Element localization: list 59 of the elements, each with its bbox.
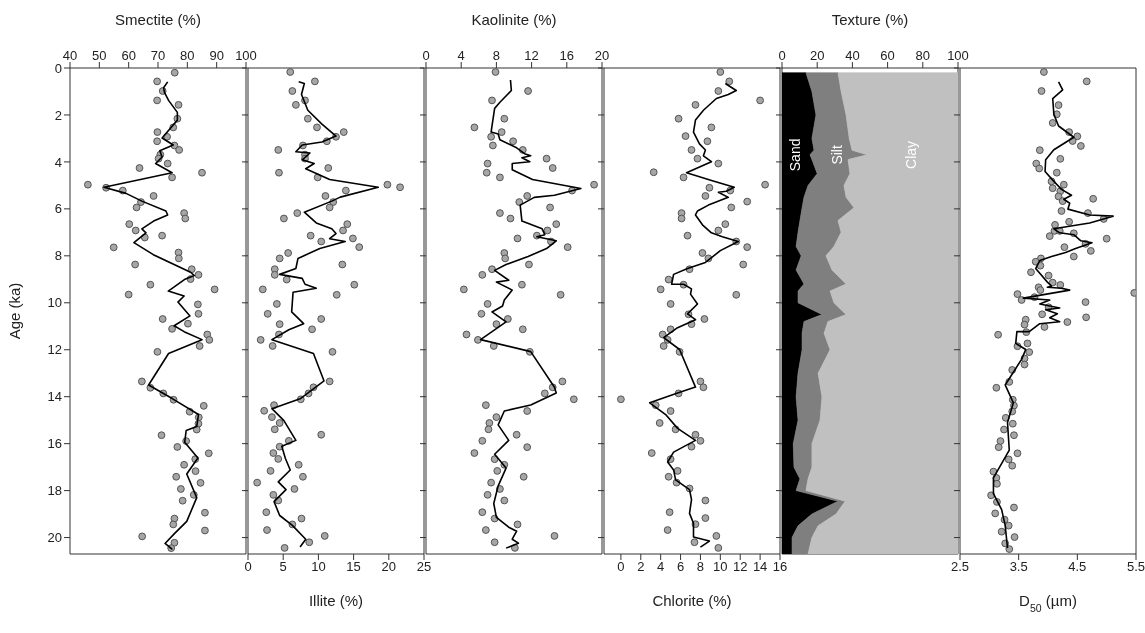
y-tick-label: 12	[47, 342, 62, 358]
series-label: Silt	[829, 145, 846, 165]
x-tick-label: 80	[180, 48, 195, 63]
x-tick-label: 5	[279, 559, 287, 575]
x-axis-title: Illite (%)	[308, 592, 364, 609]
x-tick-label: 50	[92, 48, 107, 63]
y-tick-label: 2	[54, 107, 62, 123]
x-tick-label: 25	[416, 559, 432, 575]
x-tick-label: 20	[809, 48, 825, 63]
x-tick-label: 100	[947, 48, 969, 63]
x-tick-label: 3.5	[1009, 559, 1028, 575]
y-tick-label: 14	[47, 389, 62, 405]
x-tick-label: 4	[457, 48, 465, 63]
y-tick-label: 10	[47, 295, 62, 311]
y-tick-label: 6	[54, 201, 62, 217]
x-tick-label: 40	[845, 48, 860, 63]
x-axis-title: Texture (%)	[831, 11, 909, 28]
x-tick-label: 40	[62, 48, 78, 63]
x-tick-label: 8	[492, 48, 501, 63]
x-tick-label: 16	[772, 559, 788, 575]
x-tick-label: 10	[311, 559, 326, 575]
x-axis-title: Smectite (%)	[115, 11, 201, 28]
y-tick-label: 18	[47, 483, 62, 499]
x-tick-label: 20	[594, 48, 610, 63]
x-tick-label: 0	[778, 48, 786, 63]
x-tick-label: 60	[121, 48, 136, 63]
x-tick-label: 2	[637, 559, 645, 575]
y-tick-label: 0	[54, 60, 62, 76]
x-tick-label: 14	[752, 559, 768, 575]
x-tick-label: 4	[657, 559, 665, 575]
x-tick-label: 10	[713, 559, 728, 575]
y-tick-label: 20	[47, 530, 62, 546]
x-axis-title: Kaolinite (%)	[471, 11, 557, 28]
x-tick-label: 15	[346, 559, 361, 575]
series-label: Clay	[903, 140, 920, 169]
x-axis-title: Chlorite (%)	[652, 592, 732, 609]
x-tick-label: 4.5	[1068, 559, 1087, 575]
y-axis-title: Age (ka)	[6, 282, 23, 340]
x-tick-label: 0	[617, 559, 625, 575]
x-tick-label: 6	[676, 559, 685, 575]
x-tick-label: 0	[244, 559, 252, 575]
x-tick-label: 80	[915, 48, 931, 63]
y-tick-label: 4	[54, 154, 62, 170]
x-tick-label: 90	[209, 48, 224, 63]
y-tick-label: 8	[54, 248, 62, 264]
y-tick-label: 16	[47, 436, 62, 452]
series-label: Sand	[786, 138, 803, 172]
x-tick-label: 12	[524, 48, 539, 63]
x-tick-label: 16	[559, 48, 575, 63]
x-axis-title: D$_{50}$ (µm)	[1019, 592, 1077, 614]
x-tick-label: 100	[235, 48, 257, 63]
x-tick-label: 2.5	[950, 559, 970, 575]
x-tick-label: 0	[422, 48, 430, 63]
x-tick-label: 5.5	[1126, 559, 1145, 575]
x-tick-label: 12	[732, 559, 748, 575]
x-tick-label: 70	[150, 48, 166, 63]
x-tick-label: 60	[880, 48, 895, 63]
x-tick-label: 20	[381, 559, 397, 575]
x-tick-label: 8	[696, 559, 705, 575]
